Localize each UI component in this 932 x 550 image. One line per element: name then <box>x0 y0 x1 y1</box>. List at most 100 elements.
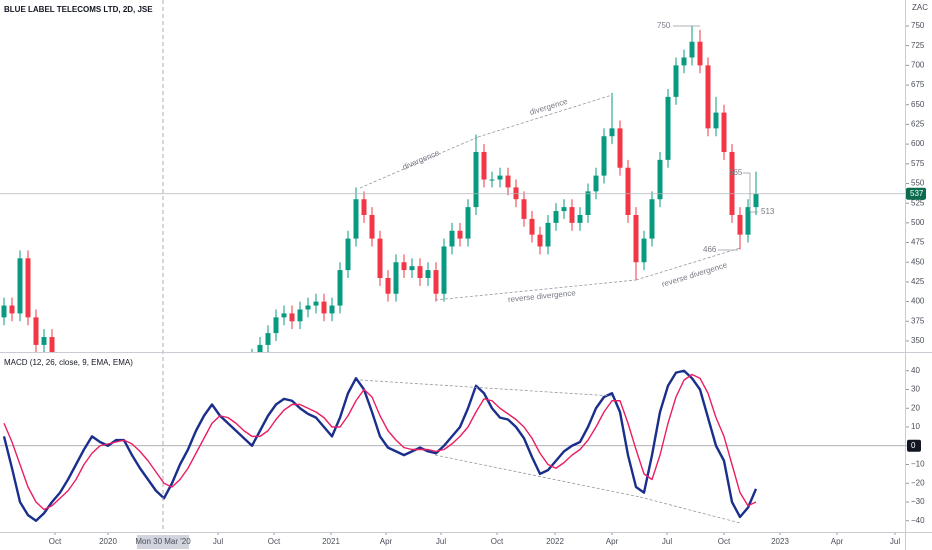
candle-body <box>313 301 319 306</box>
y-tick-label: 650 <box>911 100 925 109</box>
candle-body <box>481 151 487 180</box>
trend-line <box>359 379 613 397</box>
candle-body <box>561 207 567 212</box>
candle-body <box>681 57 687 66</box>
macd-pane <box>0 369 905 522</box>
candle-body <box>745 207 751 235</box>
candle-body <box>369 214 375 239</box>
candle-body <box>441 246 447 294</box>
y-tick-label: 625 <box>911 120 925 129</box>
trend-line <box>359 136 479 189</box>
y-tick-label: −30 <box>911 497 925 506</box>
last-price-box <box>906 187 926 200</box>
candle-body <box>705 65 711 129</box>
candle-body <box>601 136 607 176</box>
x-tick-label: Oct <box>268 537 281 546</box>
candle-body <box>729 151 735 215</box>
candle-body <box>465 207 471 239</box>
candle-body <box>617 128 623 168</box>
x-tick-label: Jul <box>890 537 900 546</box>
candle-body <box>257 344 263 352</box>
y-tick-label: 350 <box>911 336 925 345</box>
y-tick-label: 575 <box>911 159 925 168</box>
y-tick-label: 725 <box>911 41 925 50</box>
candle-body <box>345 238 351 271</box>
candle-body <box>289 313 295 322</box>
y-tick-label: 425 <box>911 277 925 286</box>
trend-line <box>635 247 741 281</box>
y-tick-label: −10 <box>911 460 925 469</box>
candle-body <box>689 41 695 58</box>
candle-body <box>673 65 679 97</box>
y-tick-label: 375 <box>911 316 925 325</box>
y-tick-label: 750 <box>911 21 925 30</box>
x-tick-label: 2023 <box>771 537 789 546</box>
y-tick-label: 400 <box>911 297 925 306</box>
candle-body <box>609 128 615 137</box>
candle-body <box>41 337 47 345</box>
macd-title: MACD (12, 26, close, 9, EMA, EMA) <box>4 358 133 367</box>
drawings <box>359 25 758 524</box>
candle-body <box>409 266 415 271</box>
x-tick-label: Jul <box>213 537 223 546</box>
candle-body <box>665 96 671 160</box>
candle-body <box>593 175 599 192</box>
x-tick-label: Apr <box>831 537 844 546</box>
candle-body <box>377 238 383 278</box>
candle-body <box>417 266 423 278</box>
candle-body <box>1 305 7 318</box>
candle-body <box>457 230 463 239</box>
candle-body <box>385 277 391 294</box>
x-tick-label: Apr <box>380 537 393 546</box>
candle-body <box>641 238 647 263</box>
candle-body <box>569 207 575 223</box>
candle-body <box>649 199 655 239</box>
y-tick-label: 0 <box>911 441 916 450</box>
x-tick-label: Oct <box>718 537 731 546</box>
y-tick-label: 40 <box>911 366 920 375</box>
candle-body <box>537 234 543 247</box>
trend-line <box>639 496 741 524</box>
trend-line <box>477 94 613 138</box>
x-tick-label: Oct <box>491 537 504 546</box>
y-tick-label: 30 <box>911 385 920 394</box>
y-tick-label: −40 <box>911 516 925 525</box>
candle-body <box>425 270 431 278</box>
candle-body <box>697 41 703 66</box>
candle-body <box>305 305 311 310</box>
candle-body <box>401 262 407 271</box>
candle-body <box>633 214 639 263</box>
x-tick-label: 2021 <box>322 537 340 546</box>
y-tick-label: 10 <box>911 422 920 431</box>
annotation: 513 <box>761 207 775 216</box>
y-tick-label: 500 <box>911 218 925 227</box>
candle-body <box>625 167 631 215</box>
candle-body <box>49 337 55 352</box>
x-tick-label: Jul <box>662 537 672 546</box>
x-tick-label: Jul <box>436 537 446 546</box>
candle-body <box>17 258 23 314</box>
candle-body <box>25 258 31 318</box>
candle-body <box>529 218 535 235</box>
y-tick-label: 550 <box>911 179 925 188</box>
macd-line <box>3 373 757 511</box>
candle-body <box>473 151 479 208</box>
axes: 3503754004254504755005255505756006256506… <box>49 0 926 549</box>
currency-label: ZAC <box>912 3 928 12</box>
x-tick-label: Apr <box>606 537 619 546</box>
candle-body <box>337 270 343 306</box>
candle-body <box>505 175 511 188</box>
zero-label-box <box>907 439 921 452</box>
candle-body <box>497 175 503 180</box>
last-price-label: 537 <box>910 189 924 198</box>
candle-body <box>521 199 527 219</box>
candle-body <box>321 301 327 314</box>
y-tick-label: 525 <box>911 198 925 207</box>
y-tick-label: 450 <box>911 257 925 266</box>
candle-body <box>553 211 559 223</box>
candle-body <box>737 214 743 235</box>
x-tick-label: 2022 <box>546 537 564 546</box>
candle-body <box>433 270 439 294</box>
